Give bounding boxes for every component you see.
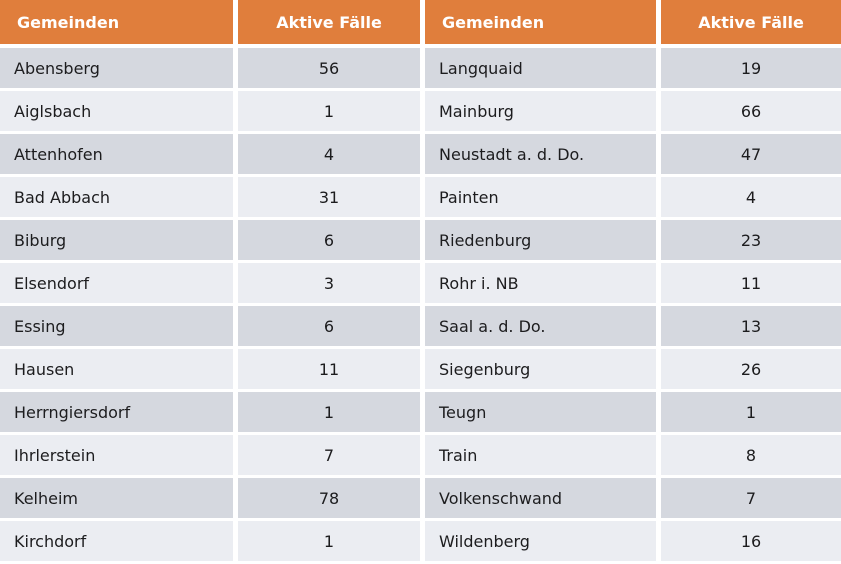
aktive-faelle-cell: 6 — [238, 220, 420, 260]
gemeinde-cell: Essing — [0, 306, 233, 346]
table-row: Ihrlerstein 7 Train 8 — [0, 435, 841, 475]
table-row: Elsendorf 3 Rohr i. NB 11 — [0, 263, 841, 303]
header-aktive-faelle-right: Aktive Fälle — [661, 0, 841, 44]
aktive-faelle-cell: 66 — [661, 91, 841, 131]
gemeinde-cell: Bad Abbach — [0, 177, 233, 217]
aktive-faelle-cell: 1 — [238, 392, 420, 432]
aktive-faelle-cell: 11 — [238, 349, 420, 389]
aktive-faelle-cell: 16 — [661, 521, 841, 561]
gemeinde-cell: Ihrlerstein — [0, 435, 233, 475]
gemeinde-cell: Volkenschwand — [425, 478, 656, 518]
aktive-faelle-cell: 26 — [661, 349, 841, 389]
table-row: Bad Abbach 31 Painten 4 — [0, 177, 841, 217]
table-row: Biburg 6 Riedenburg 23 — [0, 220, 841, 260]
gemeinde-cell: Mainburg — [425, 91, 656, 131]
aktive-faelle-cell: 1 — [238, 521, 420, 561]
header-gemeinden-left: Gemeinden — [0, 0, 233, 44]
gemeinde-cell: Riedenburg — [425, 220, 656, 260]
gemeinde-cell: Rohr i. NB — [425, 263, 656, 303]
table-header-row: Gemeinden Aktive Fälle Gemeinden Aktive … — [0, 0, 841, 44]
aktive-faelle-cell: 8 — [661, 435, 841, 475]
gemeinde-cell: Kelheim — [0, 478, 233, 518]
aktive-faelle-cell: 7 — [661, 478, 841, 518]
table-row: Kelheim 78 Volkenschwand 7 — [0, 478, 841, 518]
table-body: Abensberg 56 Langquaid 19 Aiglsbach 1 Ma… — [0, 48, 841, 561]
aktive-faelle-cell: 1 — [661, 392, 841, 432]
table-row: Abensberg 56 Langquaid 19 — [0, 48, 841, 88]
aktive-faelle-cell: 78 — [238, 478, 420, 518]
aktive-faelle-cell: 7 — [238, 435, 420, 475]
aktive-faelle-cell: 6 — [238, 306, 420, 346]
aktive-faelle-cell: 47 — [661, 134, 841, 174]
gemeinde-cell: Teugn — [425, 392, 656, 432]
table-row: Hausen 11 Siegenburg 26 — [0, 349, 841, 389]
aktive-faelle-cell: 11 — [661, 263, 841, 303]
gemeinde-cell: Aiglsbach — [0, 91, 233, 131]
table-row: Essing 6 Saal a. d. Do. 13 — [0, 306, 841, 346]
gemeinde-cell: Biburg — [0, 220, 233, 260]
table-row: Herrngiersdorf 1 Teugn 1 — [0, 392, 841, 432]
gemeinde-cell: Herrngiersdorf — [0, 392, 233, 432]
aktive-faelle-cell: 4 — [661, 177, 841, 217]
aktive-faelle-cell: 19 — [661, 48, 841, 88]
aktive-faelle-cell: 3 — [238, 263, 420, 303]
aktive-faelle-cell: 13 — [661, 306, 841, 346]
table-row: Attenhofen 4 Neustadt a. d. Do. 47 — [0, 134, 841, 174]
gemeinde-cell: Siegenburg — [425, 349, 656, 389]
gemeinde-cell: Saal a. d. Do. — [425, 306, 656, 346]
aktive-faelle-cell: 1 — [238, 91, 420, 131]
header-aktive-faelle-left: Aktive Fälle — [238, 0, 420, 44]
aktive-faelle-cell: 4 — [238, 134, 420, 174]
gemeinde-cell: Hausen — [0, 349, 233, 389]
aktive-faelle-cell: 56 — [238, 48, 420, 88]
gemeinde-cell: Langquaid — [425, 48, 656, 88]
gemeinde-cell: Wildenberg — [425, 521, 656, 561]
gemeinde-cell: Attenhofen — [0, 134, 233, 174]
gemeinde-cell: Train — [425, 435, 656, 475]
aktive-faelle-cell: 31 — [238, 177, 420, 217]
table-row: Kirchdorf 1 Wildenberg 16 — [0, 521, 841, 561]
gemeinde-cell: Painten — [425, 177, 656, 217]
gemeinde-cell: Kirchdorf — [0, 521, 233, 561]
gemeinde-cell: Neustadt a. d. Do. — [425, 134, 656, 174]
aktive-faelle-cell: 23 — [661, 220, 841, 260]
gemeinde-cell: Elsendorf — [0, 263, 233, 303]
gemeinde-cell: Abensberg — [0, 48, 233, 88]
header-gemeinden-right: Gemeinden — [425, 0, 656, 44]
table-row: Aiglsbach 1 Mainburg 66 — [0, 91, 841, 131]
